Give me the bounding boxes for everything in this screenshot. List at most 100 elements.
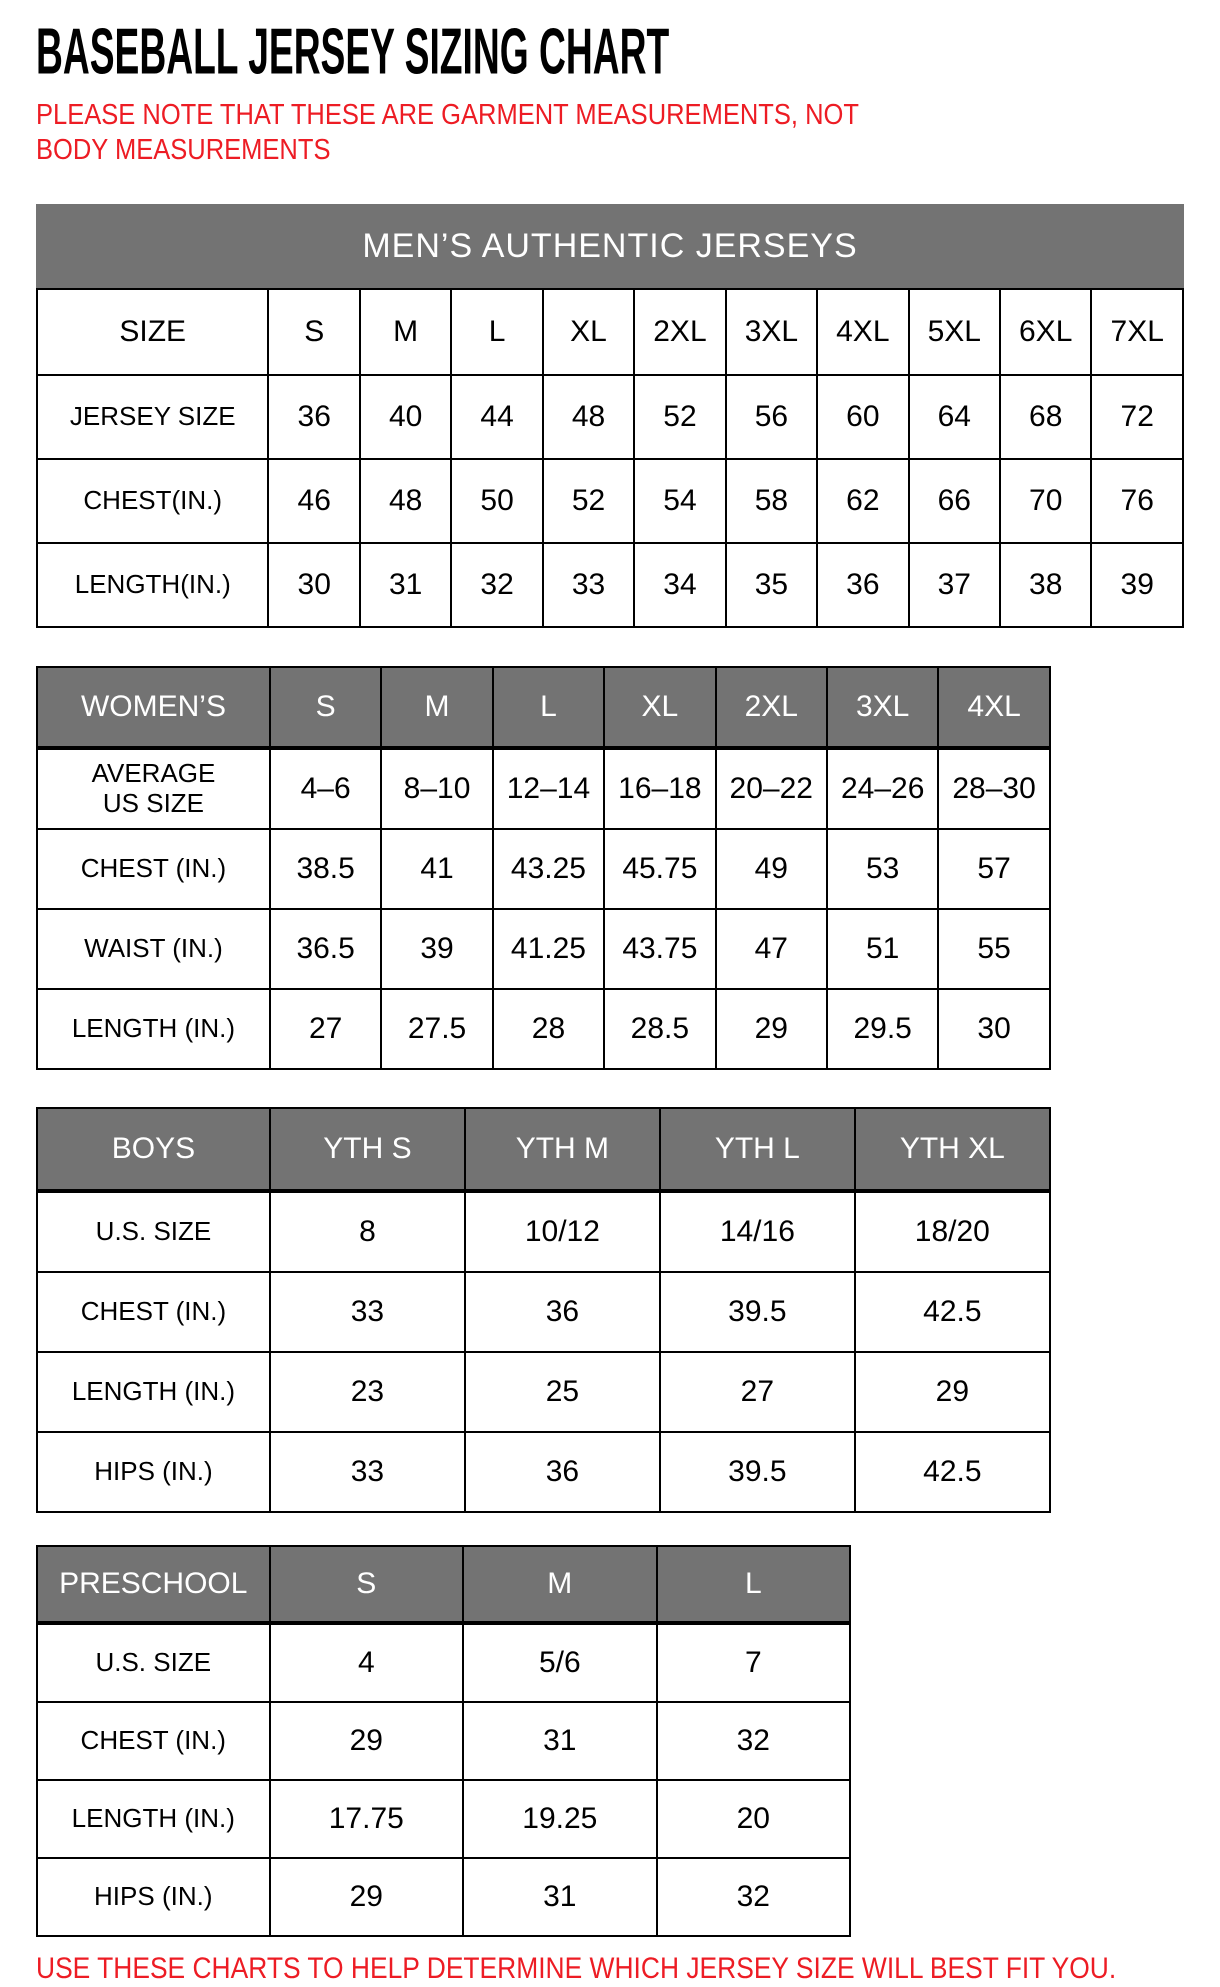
womens-header-cell: S <box>268 665 383 750</box>
preschool-value-cell: 31 <box>462 1856 658 1937</box>
page-title-text: BASEBALL JERSEY SIZING CHART <box>36 15 670 89</box>
boys-value-cell: 39.5 <box>658 1430 856 1513</box>
boys-value-cell: 10/12 <box>463 1189 661 1273</box>
womens-table: WOMEN’S S M L XL 2XL 3XL 4XL AVERAGE US SIZE 4–6 8… <box>36 665 1051 1070</box>
boys-value-cell: 23 <box>268 1350 466 1433</box>
womens-value-cell: 20–22 <box>714 746 828 830</box>
preschool-value-cell: 17.75 <box>268 1778 465 1859</box>
boys-header-label: BOYS <box>36 1106 271 1193</box>
mens-value-cell: 48 <box>358 457 453 544</box>
footer-note-text: USE THESE CHARTS TO HELP DETERMINE WHICH… <box>36 1951 1117 1985</box>
womens-header-cell: 4XL <box>937 665 1051 750</box>
mens-value-cell: 33 <box>541 541 636 628</box>
mens-value-cell: 54 <box>633 457 727 544</box>
mens-value-cell: 46 <box>267 457 361 544</box>
preschool-row: CHEST (IN.) 29 31 32 <box>36 1700 852 1781</box>
womens-header-row: WOMEN’S S M L XL 2XL 3XL 4XL <box>36 665 1051 750</box>
boys-row-label: HIPS (IN.) <box>36 1430 271 1513</box>
mens-value-cell: 36 <box>816 541 910 628</box>
mens-value-cell: 48 <box>541 373 636 460</box>
mens-value-cell: 39 <box>1090 541 1184 628</box>
womens-value-cell: 55 <box>937 907 1051 990</box>
boys-row: CHEST (IN.) 33 36 39.5 42.5 <box>36 1270 1051 1353</box>
boys-header-cell: YTH L <box>658 1106 856 1193</box>
preschool-value-cell: 32 <box>655 1700 852 1781</box>
mens-value-cell: 76 <box>1090 457 1184 544</box>
boys-value-cell: 8 <box>268 1189 466 1273</box>
mens-header-cell: 5XL <box>907 287 1001 376</box>
preschool-row-label: U.S. SIZE <box>36 1621 271 1703</box>
boys-table: BOYS YTH S YTH M YTH L YTH XL U.S. SIZE 8 10/12… <box>36 1106 1051 1513</box>
mens-value-cell: 68 <box>998 373 1093 460</box>
mens-value-cell: 32 <box>450 541 544 628</box>
mens-value-cell: 50 <box>450 457 544 544</box>
boys-row: LENGTH (IN.) 23 25 27 29 <box>36 1350 1051 1433</box>
womens-value-cell: 30 <box>937 987 1051 1070</box>
preschool-value-cell: 5/6 <box>462 1621 658 1703</box>
mens-header-cell: 2XL <box>633 287 727 376</box>
boys-value-cell: 36 <box>463 1430 661 1513</box>
boys-header-cell: YTH XL <box>853 1106 1051 1193</box>
womens-row: AVERAGE US SIZE 4–6 8–10 12–14 16–18 20–22 24–… <box>36 746 1051 830</box>
mens-section: MEN’S AUTHENTIC JERSEYS SIZE S M L XL 2XL 3XL 4X… <box>35 203 1184 628</box>
mens-header-cell: XL <box>541 287 636 376</box>
mens-header-cell: M <box>358 287 453 376</box>
footer-note: USE THESE CHARTS TO HELP DETERMINE WHICH… <box>36 1951 1184 1987</box>
mens-value-cell: 40 <box>358 373 453 460</box>
mens-row-label: CHEST(IN.) <box>35 457 270 544</box>
womens-value-cell: 16–18 <box>603 746 717 830</box>
mens-value-cell: 64 <box>907 373 1001 460</box>
womens-header-label: WOMEN’S <box>36 665 271 750</box>
womens-row-label: LENGTH (IN.) <box>36 987 271 1070</box>
mens-value-cell: 31 <box>358 541 453 628</box>
preschool-value-cell: 29 <box>268 1856 465 1937</box>
mens-row: CHEST(IN.) 46 48 50 52 54 58 62 66 70 76 <box>35 457 1184 544</box>
garment-measurement-note: PLEASE NOTE THAT THESE ARE GARMENT MEASU… <box>36 98 1184 168</box>
mens-value-cell: 52 <box>541 457 636 544</box>
preschool-row-label: HIPS (IN.) <box>36 1856 271 1937</box>
mens-row-label: JERSEY SIZE <box>35 373 270 460</box>
womens-value-cell: 36.5 <box>268 907 383 990</box>
preschool-value-cell: 4 <box>268 1621 465 1703</box>
boys-row-label: U.S. SIZE <box>36 1189 271 1273</box>
mens-value-cell: 52 <box>633 373 727 460</box>
preschool-value-cell: 19.25 <box>462 1778 658 1859</box>
preschool-header-cell: L <box>655 1544 852 1625</box>
womens-value-cell: 43.75 <box>603 907 717 990</box>
womens-value-cell: 12–14 <box>491 746 606 830</box>
womens-value-cell: 4–6 <box>268 746 383 830</box>
preschool-value-cell: 32 <box>655 1856 852 1937</box>
boys-value-cell: 33 <box>268 1430 466 1513</box>
womens-row-label: WAIST (IN.) <box>36 907 271 990</box>
mens-banner-heading: MEN’S AUTHENTIC JERSEYS <box>36 203 1184 288</box>
mens-row: LENGTH(IN.) 30 31 32 33 34 35 36 37 38 39 <box>35 541 1184 628</box>
boys-section: BOYS YTH S YTH M YTH L YTH XL U.S. SIZE 8 10/12… <box>36 1106 1051 1513</box>
mens-value-cell: 62 <box>816 457 910 544</box>
boys-value-cell: 14/16 <box>658 1189 856 1273</box>
mens-value-cell: 56 <box>724 373 819 460</box>
mens-header-cell: L <box>450 287 544 376</box>
womens-value-cell: 28–30 <box>937 746 1051 830</box>
boys-header-row: BOYS YTH S YTH M YTH L YTH XL <box>36 1106 1051 1193</box>
womens-header-cell: XL <box>603 665 717 750</box>
boys-value-cell: 33 <box>268 1270 466 1353</box>
mens-header-cell: 7XL <box>1090 287 1184 376</box>
womens-value-cell: 41.25 <box>491 907 606 990</box>
preschool-row: LENGTH (IN.) 17.75 19.25 20 <box>36 1778 852 1859</box>
boys-value-cell: 39.5 <box>658 1270 856 1353</box>
womens-header-cell: L <box>491 665 606 750</box>
mens-value-cell: 38 <box>998 541 1093 628</box>
mens-header-label: SIZE <box>35 287 270 376</box>
boys-header-cell: YTH S <box>268 1106 466 1193</box>
womens-row-label: CHEST (IN.) <box>36 827 271 910</box>
womens-value-cell: 45.75 <box>603 827 717 910</box>
womens-value-cell: 49 <box>714 827 828 910</box>
womens-header-cell: M <box>380 665 494 750</box>
boys-value-cell: 27 <box>658 1350 856 1433</box>
womens-value-cell: 27.5 <box>380 987 494 1070</box>
womens-value-cell: 39 <box>380 907 494 990</box>
preschool-header-label: PRESCHOOL <box>36 1544 271 1625</box>
mens-value-cell: 36 <box>267 373 361 460</box>
preschool-row-label: LENGTH (IN.) <box>36 1778 271 1859</box>
